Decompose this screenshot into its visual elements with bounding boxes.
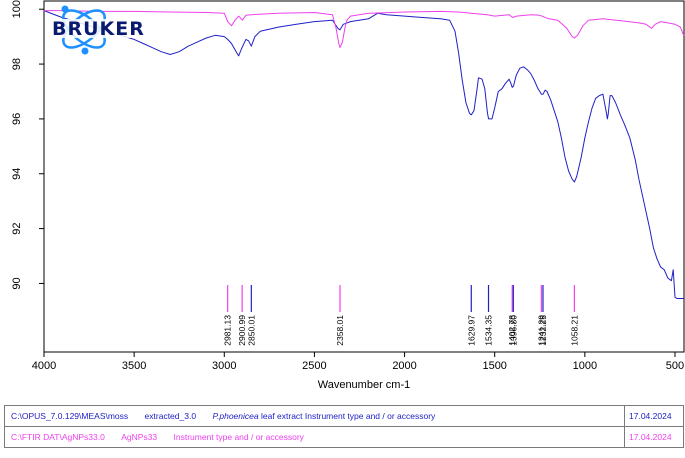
sample-description-rest: leaf extract Instrument type and / or ac… <box>258 411 436 421</box>
spectrum-info-table: C:\OPUS_7.0.129\MEAS\moss extracted_3.0 … <box>4 405 684 448</box>
x-tick-label: 500 <box>666 360 684 372</box>
ftir-spectrum-chart: 4000 3500 3000 2500 2000 1500 1000 500 90 92 94 96 9… <box>11 0 685 391</box>
peak-label: 1534.35 <box>484 315 494 346</box>
peak-label: 1402.78 <box>507 315 517 346</box>
bruker-logo: BRUKER <box>50 5 154 55</box>
atom-electron <box>61 5 69 13</box>
peak-markers: 2981.13 2900.99 2850.01 2358.01 1629.97 1534.… <box>223 285 579 346</box>
info-row-sample: C:\OPUS_7.0.129\MEAS\moss extracted_3.0 … <box>4 405 684 427</box>
info-row-reference: C:\FTIR DAT\AgNPs33.0 AgNPs33 Instrument… <box>4 426 684 448</box>
peak-label: 2981.13 <box>223 315 233 346</box>
y-tick-label: 100 <box>11 0 23 18</box>
file-name: AgNPs33 <box>121 432 158 442</box>
peak-label: 2358.01 <box>335 315 345 346</box>
y-tick-label: 92 <box>11 222 23 234</box>
peak-label: 2850.01 <box>246 315 256 346</box>
atom-electron <box>81 47 89 55</box>
peak-label: 1232.25 <box>538 315 548 346</box>
file-name: extracted_3.0 <box>144 411 197 421</box>
y-tick-label: 94 <box>11 168 23 180</box>
y-tick-label: 98 <box>11 58 23 70</box>
measurement-date: 17.04.2024 <box>624 426 684 448</box>
x-tick-label: 1500 <box>482 360 506 372</box>
y-tick-label: 90 <box>11 277 23 289</box>
series-line-sample <box>43 10 684 299</box>
peak-label: 2900.99 <box>237 315 247 346</box>
sample-description: P.phoenicea leaf extract Instrument type… <box>212 411 435 421</box>
logo-text: BRUKER <box>52 18 145 40</box>
info-description: C:\FTIR DAT\AgNPs33.0 AgNPs33 Instrument… <box>4 426 625 448</box>
x-tick-label: 3500 <box>122 360 146 372</box>
file-path: C:\OPUS_7.0.129\MEAS\moss <box>11 411 129 421</box>
plot-axes: 4000 3500 3000 2500 2000 1500 1000 500 90 92 94 96 9… <box>11 0 685 391</box>
sample-description-rest: Instrument type and / or accessory <box>173 432 304 442</box>
peak-label: 1629.97 <box>466 315 476 346</box>
series-line-reference <box>44 10 685 49</box>
logo-text-backdrop <box>50 19 154 38</box>
x-tick-label: 2500 <box>302 360 326 372</box>
sample-description: Instrument type and / or accessory <box>174 432 304 442</box>
plot-frame <box>43 0 685 353</box>
file-path: C:\FTIR DAT\AgNPs33.0 <box>11 432 105 442</box>
x-tick-label: 4000 <box>32 360 56 372</box>
x-axis-label: Wavenumber cm-1 <box>318 379 411 391</box>
x-tick-label: 2000 <box>392 360 416 372</box>
peak-label: 1396.80 <box>508 315 518 346</box>
info-description: C:\OPUS_7.0.129\MEAS\moss extracted_3.0 … <box>4 405 625 427</box>
peak-label: 1058.21 <box>569 315 579 346</box>
x-tick-label: 1000 <box>573 360 597 372</box>
measurement-date: 17.04.2024 <box>624 405 684 427</box>
y-tick-label: 96 <box>11 113 23 125</box>
peak-label: 1241.29 <box>536 315 546 346</box>
x-tick-label: 3000 <box>212 360 236 372</box>
spectrum-lines <box>43 10 685 299</box>
species-name: P.phoenicea <box>212 411 259 421</box>
